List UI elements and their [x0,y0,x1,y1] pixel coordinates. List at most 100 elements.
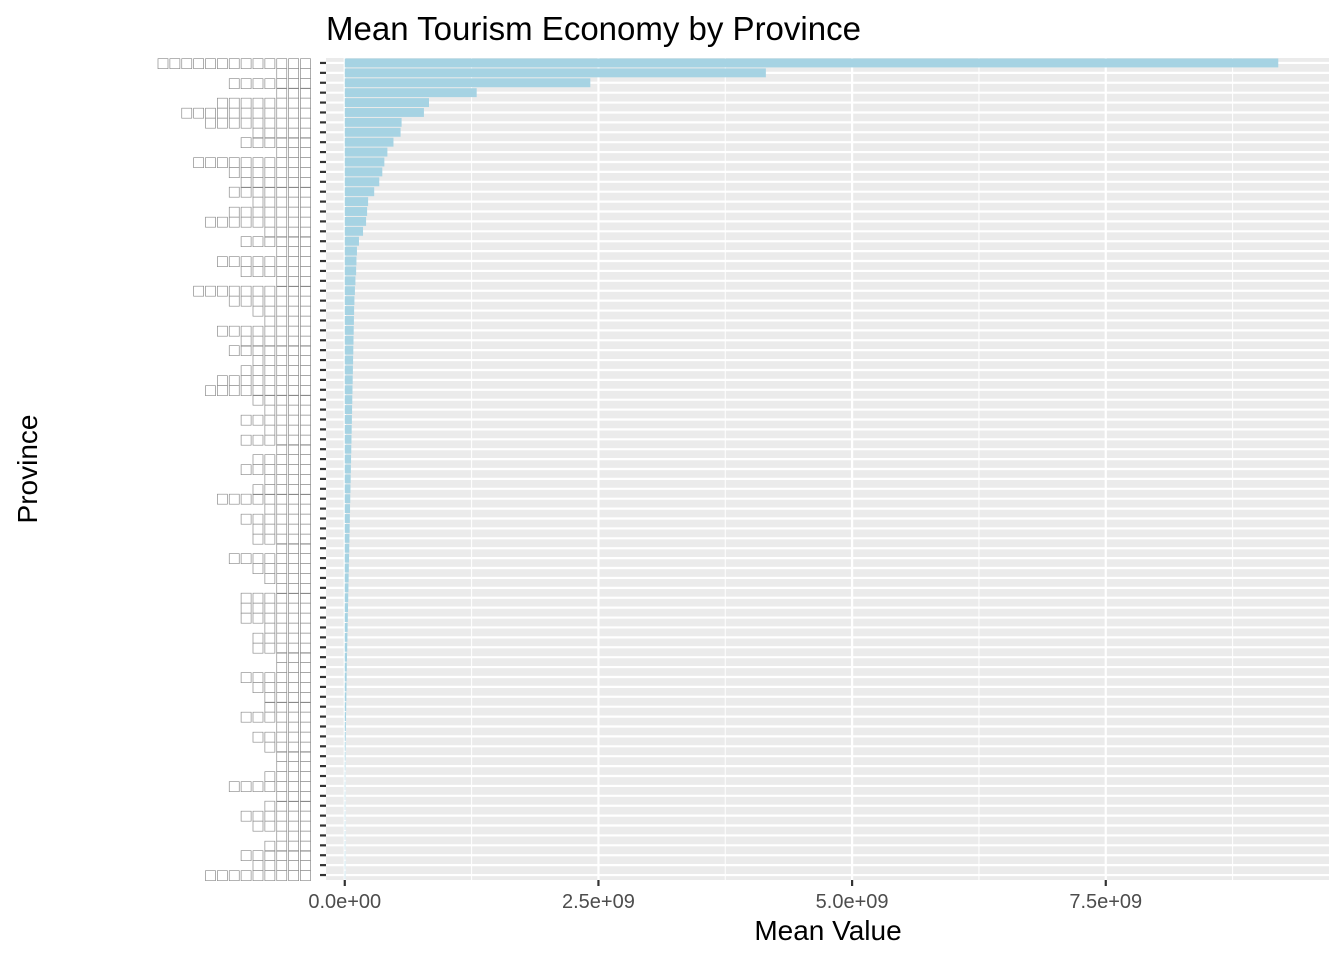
y-tick-label: □□□□□ [253,677,312,697]
chart-title: Mean Tourism Economy by Province [326,10,861,47]
y-tick-label: □□□□□□ [241,509,312,529]
bar [344,137,394,147]
bar [344,563,349,573]
y-tick-label: □□□□□ [253,350,312,370]
bar [344,88,477,98]
bar [344,573,349,583]
y-tick-label: □□□□ [265,687,313,707]
x-tick-label: 2.5e+09 [562,891,635,913]
y-tick-label: □□□□□ [253,301,312,321]
bar [344,722,346,731]
y-tick-label: □□□□ [265,568,313,588]
bar [344,276,356,286]
y-tick-label: □□□ [276,63,312,83]
bar [344,197,369,207]
bar [344,840,346,850]
y-tick-label: □□□□ [265,419,313,439]
x-axis-title: Mean Value [754,915,901,946]
y-tick-label: □□□□□ [253,479,312,499]
y-tick-label: □□□ [276,578,312,598]
bar [344,68,766,78]
y-tick-label: □□□□□□ [241,360,312,380]
bar [344,494,351,504]
y-tick-label: □□□□□□ [241,231,312,251]
bars [344,58,1279,880]
bar [344,623,348,632]
y-tick-label: □□□□□□ [241,172,312,192]
y-tick-label: □□□□□ [253,816,312,836]
bar [344,712,347,722]
y-tick-label: □□□ [276,756,312,776]
y-tick-label: □□□ [276,241,312,261]
bar [344,98,429,108]
bar [344,731,346,741]
bar [344,365,353,375]
y-tick-label: □□□□□ [253,390,312,410]
bar [344,226,364,236]
y-tick-label: □□□□ [265,835,313,855]
bar [344,266,357,276]
bar [344,761,346,771]
bar [344,533,350,543]
y-tick-label: □□□□ [265,617,313,637]
bar [344,682,347,692]
bar [344,147,388,157]
bar [344,791,346,801]
y-tick-label: □□□□□□□□□ [205,112,312,132]
y-tick-label: □□□□□ [253,518,312,538]
y-tick-label: □□□□□□□□ [217,320,312,340]
bar [344,603,349,613]
y-tick-label: □□□□□□ [241,429,312,449]
bar [344,543,350,553]
y-tick-label: □□□□□□ [241,806,312,826]
bar [344,850,346,860]
y-tick-label: □□□□ [265,697,313,717]
y-tick-label: □□□□ [265,499,313,519]
y-tick-label: □□□ [276,657,312,677]
bar [344,207,368,216]
y-tick-label: □□□□ [265,310,313,330]
bar [344,385,353,395]
y-tick-label: □□□□□□□□□ [205,380,312,400]
bar [344,236,359,246]
bar [344,58,1279,68]
bar [344,108,424,117]
bar [344,117,402,127]
y-tick-label: □□□□□ [253,855,312,875]
y-tick-label: □□□□ [265,469,313,489]
bar [344,860,346,870]
bar [344,484,351,494]
y-tick-label: □□□□□□□□□□□ [181,102,312,122]
bar [344,306,355,315]
bar [344,662,347,672]
y-tick-label: □□□ [276,83,312,103]
y-tick-label: □□□□□ [253,627,312,647]
y-axis-ticks [320,61,326,877]
bar [344,692,347,702]
bar [344,811,346,821]
bar [344,474,351,484]
bar [344,741,346,751]
y-tick-label: □□□□□□ [241,667,312,687]
y-tick-label: □□□□□□ [241,588,312,608]
y-axis-title: Province [12,415,43,524]
y-tick-label: □□□□□□□□ [217,489,312,509]
y-tick-label: □□□□□□□□ [217,93,312,113]
y-tick-label: □□□ [276,786,312,806]
bar [344,345,354,355]
y-tick-label: □□□□□ [253,637,312,657]
y-tick-label: □□□ [276,825,312,845]
y-tick-label: □□□ [276,439,312,459]
y-tick-label: □□□□□□□ [229,162,312,182]
bar [344,395,353,405]
x-tick-label: 5.0e+09 [816,891,889,913]
bar [344,325,354,335]
y-tick-label: □□□□□□□ [229,182,312,202]
bar [344,415,352,424]
bar [344,296,355,306]
y-tick-label: □□□□□□□□□□ [193,152,312,172]
y-tick-label: □□□□□□ [241,261,312,281]
bar [344,771,346,781]
y-tick-label: □□□ [276,746,312,766]
bar [344,870,346,880]
